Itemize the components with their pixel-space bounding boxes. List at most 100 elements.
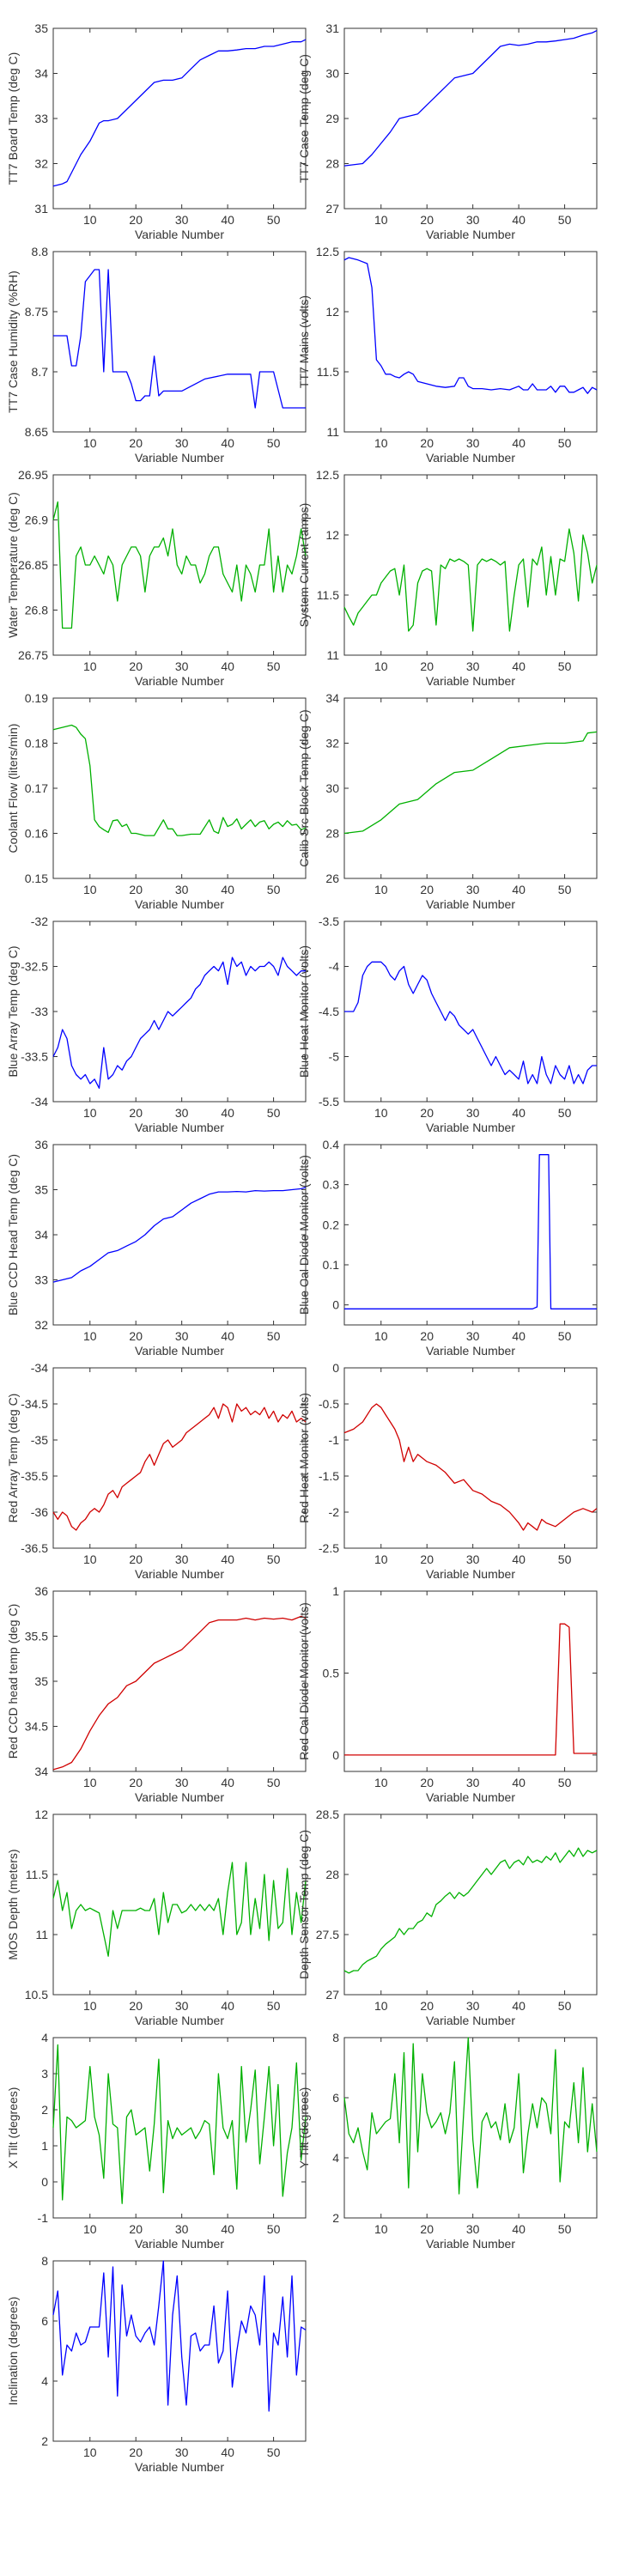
- series-line: [343, 2037, 598, 2195]
- y-tick-label: 33: [34, 1273, 48, 1287]
- y-tick-label: 12: [325, 305, 339, 319]
- plot-area: [52, 2037, 307, 2219]
- y-axis-label: Depth Sensor Temp (deg C): [297, 1830, 311, 1979]
- y-tick-label: 28: [325, 1868, 339, 1881]
- x-tick-label: 10: [83, 1106, 97, 1120]
- x-tick-label: 40: [512, 659, 526, 673]
- x-tick-label: 30: [175, 213, 189, 227]
- x-tick-label: 10: [374, 213, 388, 227]
- y-tick-label: 8: [41, 2254, 48, 2268]
- x-tick-label: 20: [129, 436, 143, 450]
- y-tick-label: 0.18: [25, 737, 48, 750]
- x-tick-label: 50: [558, 213, 572, 227]
- chart-panel-18: 27 27.5 28 28.5 10 20 30 40 50 Variable Number Dep…: [297, 1807, 598, 2027]
- x-axis-label: Variable Number: [426, 451, 515, 465]
- x-tick-label: 10: [83, 2445, 97, 2459]
- series-line: [344, 1154, 597, 1309]
- y-tick-label: 35: [34, 1183, 48, 1197]
- y-tick-label: 27: [325, 202, 339, 216]
- series-line: [53, 269, 306, 409]
- series-line: [52, 1615, 307, 1771]
- y-tick-label: 35: [34, 1674, 48, 1688]
- x-tick-label: 40: [221, 1552, 234, 1566]
- x-axis-label: Variable Number: [426, 897, 515, 911]
- series-line: [343, 528, 598, 632]
- series-line: [344, 1623, 597, 1756]
- y-tick-label: 1: [41, 2139, 48, 2153]
- plot-area: [52, 2260, 307, 2442]
- x-tick-label: 50: [558, 1776, 572, 1789]
- x-tick-label: 30: [175, 883, 189, 896]
- x-tick-label: 50: [267, 213, 281, 227]
- y-tick-label: 28: [325, 827, 339, 841]
- x-tick-label: 30: [175, 1776, 189, 1789]
- chart-panel-9: -34 -33.5 -33 -32.5 -32 10 20 30 40 50 Variable Nu…: [6, 914, 307, 1134]
- x-tick-label: 20: [420, 1329, 434, 1343]
- plot-area: [343, 1144, 598, 1326]
- y-tick-label: 2: [41, 2103, 48, 2117]
- series-line: [52, 1403, 307, 1531]
- series-line: [344, 961, 597, 1084]
- x-tick-label: 10: [83, 436, 97, 450]
- x-tick-label: 10: [374, 1552, 388, 1566]
- plot-area: [52, 1367, 307, 1549]
- y-tick-label: 26.85: [18, 558, 48, 572]
- plot-area: [343, 1590, 598, 1772]
- y-tick-label: 0: [332, 1748, 339, 1762]
- y-axis-label: Y Tilt (degrees): [297, 2087, 311, 2169]
- x-axis-label: Variable Number: [135, 451, 224, 465]
- x-tick-label: 40: [512, 883, 526, 896]
- x-tick-label: 40: [512, 436, 526, 450]
- y-tick-label: 26: [325, 872, 339, 885]
- y-tick-label: -5: [329, 1050, 340, 1064]
- y-tick-label: 0.4: [323, 1138, 340, 1151]
- x-tick-label: 10: [374, 436, 388, 450]
- series-line: [52, 1862, 307, 1957]
- x-tick-label: 40: [221, 1776, 234, 1789]
- x-tick-label: 20: [129, 1776, 143, 1789]
- x-tick-label: 30: [175, 2445, 189, 2459]
- x-tick-label: 40: [221, 436, 234, 450]
- series-line: [343, 257, 598, 394]
- x-tick-label: 20: [420, 659, 434, 673]
- y-axis-label: TT7 Board Temp (deg C): [6, 52, 20, 185]
- x-tick-label: 20: [129, 1329, 143, 1343]
- x-tick-label: 30: [466, 436, 480, 450]
- x-tick-label: 50: [558, 659, 572, 673]
- x-tick-label: 50: [558, 1106, 572, 1120]
- y-tick-label: 34: [34, 67, 48, 81]
- x-tick-label: 50: [558, 436, 572, 450]
- y-tick-label: 11.5: [26, 1868, 48, 1881]
- y-tick-label: 30: [325, 67, 339, 81]
- plot-area: [343, 2037, 598, 2219]
- plot-area: [52, 1144, 307, 1326]
- series-line: [343, 1847, 598, 1974]
- y-tick-label: 0.3: [323, 1178, 340, 1192]
- x-tick-label: 30: [466, 1106, 480, 1120]
- x-tick-label: 50: [558, 883, 572, 896]
- x-tick-label: 20: [129, 2222, 143, 2236]
- y-tick-label: -32: [31, 914, 48, 928]
- y-tick-label: 8.7: [32, 365, 49, 379]
- y-tick-label: 12: [325, 528, 339, 542]
- y-axis-label: Blue Heat Monitor (volts): [297, 945, 311, 1078]
- x-tick-label: 20: [420, 436, 434, 450]
- series-line: [343, 30, 598, 167]
- y-tick-label: 32: [325, 737, 339, 750]
- x-tick-label: 40: [512, 1106, 526, 1120]
- y-tick-label: 34: [34, 1228, 48, 1242]
- x-tick-label: 40: [221, 2222, 234, 2236]
- x-tick-label: 30: [466, 1999, 480, 2013]
- x-tick-label: 30: [175, 2222, 189, 2236]
- chart-panel-7: 0.15 0.16 0.17 0.18 0.19 10 20 30 40 50 Variable N…: [6, 691, 307, 911]
- y-tick-label: 28: [325, 157, 339, 171]
- y-tick-label: 36: [34, 1138, 48, 1151]
- x-tick-label: 50: [558, 1329, 572, 1343]
- y-tick-label: 26.95: [18, 468, 48, 482]
- plot-area: [343, 27, 598, 210]
- x-tick-label: 10: [83, 213, 97, 227]
- y-tick-label: -5.5: [319, 1095, 339, 1109]
- x-tick-label: 50: [267, 1776, 281, 1789]
- x-tick-label: 40: [221, 659, 234, 673]
- y-tick-label: -1: [329, 1433, 340, 1447]
